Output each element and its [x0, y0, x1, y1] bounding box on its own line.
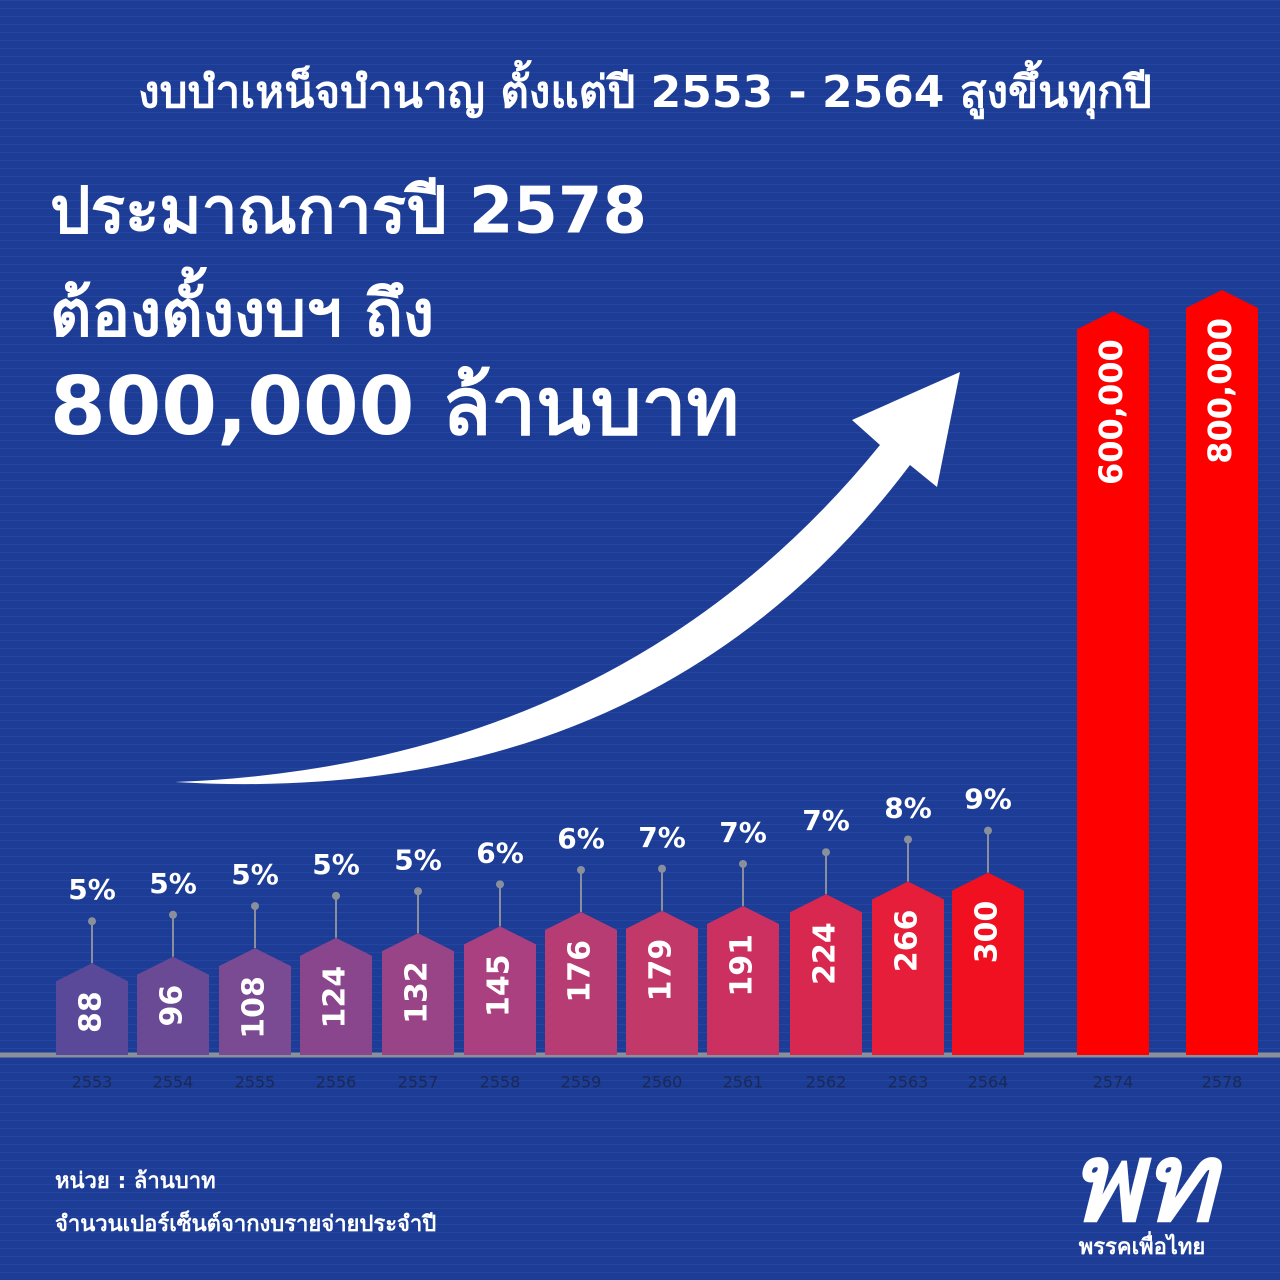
footnote: หน่วย : ล้านบาท: [55, 1169, 216, 1194]
value-label: 132: [400, 961, 435, 1024]
value-label: 600,000: [1092, 339, 1130, 485]
percent-dot: [904, 835, 912, 844]
percent-dot: [251, 902, 259, 911]
percent-label: 9%: [964, 783, 1012, 816]
value-label: 124: [318, 966, 353, 1029]
percent-dot: [414, 887, 422, 896]
value-label: 145: [482, 954, 517, 1017]
x-tick-label: 2563: [888, 1073, 929, 1092]
percent-dot: [658, 864, 666, 873]
percent-label: 7%: [638, 821, 686, 854]
value-label: 179: [644, 939, 679, 1002]
bar: [545, 912, 617, 1055]
value-label: 176: [563, 940, 598, 1003]
percent-dot: [496, 880, 504, 889]
headline: ต้องตั้งงบฯ ถึง: [50, 267, 434, 352]
bar: [1186, 290, 1258, 1055]
value-label: 88: [74, 991, 109, 1033]
percent-dot: [822, 848, 830, 857]
bar: [382, 933, 454, 1055]
percent-dot: [332, 891, 340, 900]
x-tick-label: 2574: [1093, 1073, 1134, 1092]
percent-dot: [739, 859, 747, 868]
x-tick-label: 2555: [235, 1073, 276, 1092]
trend-arrow: [175, 372, 960, 785]
percent-label: 5%: [312, 848, 360, 881]
bar: [790, 894, 862, 1055]
percent-label: 5%: [149, 867, 197, 900]
x-tick-label: 2562: [806, 1073, 847, 1092]
headline: ประมาณการปี 2578: [50, 175, 647, 249]
percent-label: 5%: [231, 858, 279, 891]
title: งบบำเหน็จบำนาญ ตั้งแต่ปี 2553 - 2564 สูง…: [138, 59, 1152, 120]
percent-label: 7%: [719, 816, 767, 849]
x-tick-label: 2553: [72, 1073, 113, 1092]
x-tick-label: 2560: [642, 1073, 683, 1092]
percent-dot: [169, 910, 177, 919]
value-label: 224: [808, 922, 843, 985]
bar: [56, 963, 128, 1055]
x-tick-label: 2556: [316, 1073, 357, 1092]
x-tick-label: 2554: [153, 1073, 194, 1092]
x-tick-label: 2561: [723, 1073, 764, 1092]
value-label: 108: [237, 976, 272, 1039]
bar: [219, 948, 291, 1055]
percent-label: 6%: [557, 822, 605, 855]
x-tick-label: 2578: [1202, 1073, 1243, 1092]
percent-label: 7%: [802, 804, 850, 837]
percent-label: 5%: [68, 873, 116, 906]
value-label: 191: [725, 934, 760, 997]
bar: [707, 905, 779, 1055]
headline: 800,000 ล้านบาท: [50, 360, 739, 453]
bar: [1077, 311, 1149, 1055]
footnote: จำนวนเปอร์เซ็นต์จากงบรายจ่ายประจำปี: [55, 1209, 436, 1237]
percent-label: 5%: [394, 843, 442, 876]
value-label: 800,000: [1201, 318, 1239, 464]
x-tick-label: 2558: [480, 1073, 521, 1092]
bar: [952, 872, 1024, 1055]
bar: [872, 881, 944, 1055]
logo-name: พรรคเพื่อไทย: [1079, 1230, 1206, 1260]
x-tick-label: 2559: [561, 1073, 602, 1092]
bar: [464, 926, 536, 1055]
bar: [137, 956, 209, 1055]
x-tick-label: 2564: [968, 1073, 1009, 1092]
bar: [300, 937, 372, 1055]
bar: [626, 910, 698, 1055]
percent-label: 8%: [884, 792, 932, 825]
value-label: 96: [155, 985, 190, 1027]
value-label: 266: [890, 910, 925, 973]
logo-mark: พท: [1069, 1118, 1223, 1246]
percent-label: 6%: [476, 836, 524, 869]
value-label: 300: [970, 901, 1005, 964]
percent-dot: [984, 826, 992, 835]
percent-dot: [577, 866, 585, 875]
percent-dot: [88, 917, 96, 926]
x-tick-label: 2557: [398, 1073, 439, 1092]
